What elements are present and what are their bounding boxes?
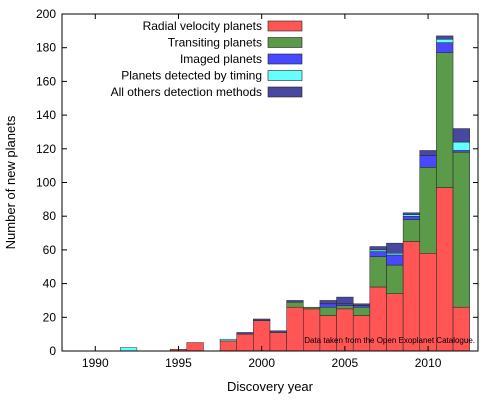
bar-2011-series-0	[436, 187, 454, 352]
bar-2007-series-1	[369, 256, 387, 288]
bar-2000-series-4	[253, 318, 271, 321]
bar-2008-series-3	[386, 253, 404, 256]
legend-swatch-2	[267, 53, 303, 65]
bar-2008-series-4	[386, 242, 404, 254]
bar-1999-series-0	[236, 333, 254, 352]
y-tick-label-140: 140	[36, 108, 56, 122]
bar-2002-series-1	[286, 301, 304, 308]
y-tick-label-20: 20	[43, 310, 57, 324]
bar-2011-series-1	[436, 52, 454, 188]
bar-2012-series-4	[452, 128, 470, 143]
bar-2004-series-4	[319, 300, 337, 305]
bar-2002-series-4	[286, 300, 304, 303]
y-tick-label-60: 60	[43, 243, 57, 257]
bar-2009-series-4	[402, 212, 421, 215]
bar-2009-series-2	[402, 215, 421, 220]
bar-2001-series-4	[269, 330, 287, 333]
legend-label-0: Radial velocity planets	[143, 19, 262, 33]
y-tick-label-100: 100	[36, 176, 56, 190]
bar-2011-series-4	[436, 35, 454, 40]
x-tick-label-1990: 1990	[82, 356, 109, 370]
bar-2011-series-2	[436, 42, 454, 53]
bar-2004-series-1	[319, 306, 337, 316]
bar-1992-series-3	[119, 347, 138, 352]
bar-2010-series-4	[419, 150, 437, 156]
y-tick-label-160: 160	[36, 74, 56, 88]
bar-2007-series-4	[369, 246, 387, 251]
bar-2010-series-2	[419, 155, 437, 168]
x-tick-label-1995: 1995	[165, 356, 192, 370]
bar-2006-series-4	[352, 303, 371, 306]
bar-2006-series-1	[352, 306, 371, 316]
legend-label-1: Transiting planets	[168, 36, 262, 50]
legend-swatch-0	[267, 20, 303, 32]
legend-label-4: All others detection methods	[111, 85, 262, 99]
bar-2009-series-1	[402, 219, 421, 242]
bar-2005-series-4	[336, 296, 354, 305]
x-tick-label-2000: 2000	[248, 356, 275, 370]
bar-2005-series-2	[336, 303, 354, 306]
bar-1998-series-3	[219, 338, 237, 342]
bar-2001-series-0	[269, 332, 287, 352]
bar-2008-series-1	[386, 264, 404, 294]
y-tick-label-180: 180	[36, 41, 56, 55]
y-tick-label-120: 120	[36, 142, 56, 156]
bar-2010-series-1	[419, 167, 437, 254]
bar-1998-series-0	[219, 340, 237, 352]
x-tick-label-2010: 2010	[415, 356, 442, 370]
legend-label-3: Planets detected by timing	[121, 69, 262, 83]
bar-2006-series-0	[352, 315, 371, 352]
x-tick-label-2005: 2005	[332, 356, 359, 370]
bar-2008-series-2	[386, 254, 404, 266]
axis-tick-labels: 1990 1995 2000 2005 2010 0 20 40 60 80 100 120 140 16…	[36, 7, 442, 370]
bar-stacks	[119, 35, 470, 352]
bar-2012-series-2	[452, 150, 470, 153]
y-tick-label-40: 40	[43, 277, 57, 291]
y-axis-title: Number of new planets	[3, 115, 18, 249]
legend-swatch-3	[267, 70, 303, 81]
bar-2009-series-3	[402, 214, 421, 217]
bar-2009-series-0	[402, 241, 421, 352]
bar-2012-series-3	[452, 141, 470, 151]
y-tick-label-0: 0	[49, 344, 56, 358]
bar-2002-series-0	[286, 306, 304, 352]
x-axis-title: Discovery year	[227, 379, 314, 394]
y-tick-label-80: 80	[43, 209, 57, 223]
bar-2004-series-0	[319, 315, 337, 352]
bar-2005-series-1	[336, 305, 354, 310]
bar-2004-series-2	[319, 303, 337, 308]
bar-2007-series-2	[369, 251, 387, 257]
legend-swatch-1	[267, 37, 303, 48]
axis-ticks	[62, 13, 478, 352]
bar-2011-series-3	[436, 39, 454, 43]
legend-swatch-4	[267, 86, 303, 98]
legend-label-2: Imaged planets	[180, 52, 262, 66]
bar-1999-series-4	[236, 332, 254, 335]
bar-2012-series-1	[452, 151, 470, 308]
y-tick-label-200: 200	[36, 7, 56, 21]
bar-2003-series-1	[303, 306, 321, 310]
data-source-note: Data taken from the Open Exoplanet Catal…	[304, 336, 475, 345]
bar-2007-series-3	[369, 249, 387, 252]
bar-1996-series-0	[186, 342, 204, 352]
legend: Radial velocity planets Transiting planet…	[111, 19, 303, 99]
